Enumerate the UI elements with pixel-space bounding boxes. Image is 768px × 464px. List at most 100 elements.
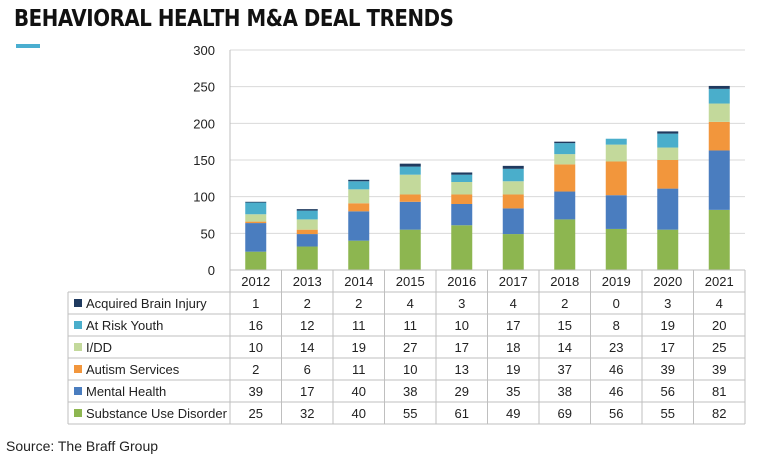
bar-segment — [399, 174, 421, 195]
bar-segment — [605, 228, 627, 270]
legend-label: At Risk Youth — [86, 318, 163, 333]
data-label: 14 — [558, 340, 572, 355]
bar-segment — [502, 181, 524, 195]
legend-swatch — [74, 387, 82, 395]
legend-label: Autism Services — [86, 362, 180, 377]
data-label: 6 — [304, 362, 311, 377]
bar-segment — [708, 150, 730, 210]
legend-label: Substance Use Disorder — [86, 406, 228, 421]
data-label: 4 — [510, 296, 517, 311]
bar-segment — [605, 144, 627, 162]
bar-segment — [657, 229, 679, 270]
data-label: 81 — [712, 384, 726, 399]
data-label: 49 — [506, 406, 520, 421]
data-label: 32 — [300, 406, 314, 421]
bar-segment — [502, 208, 524, 235]
data-label: 35 — [506, 384, 520, 399]
bar-segment — [657, 133, 679, 148]
data-label: 12 — [300, 318, 314, 333]
data-label: 11 — [352, 362, 366, 377]
chart-title: BEHAVIORAL HEALTH M&A DEAL TRENDS — [14, 6, 454, 32]
data-label: 17 — [661, 340, 675, 355]
bar-segment — [657, 147, 679, 160]
bar-segment — [399, 194, 421, 202]
bar-segment — [554, 164, 576, 192]
data-label: 0 — [613, 296, 620, 311]
bar-segment — [451, 225, 473, 270]
data-label: 10 — [249, 340, 263, 355]
bar-segment — [708, 85, 730, 89]
data-label: 1 — [252, 296, 259, 311]
bar-segment — [657, 160, 679, 189]
x-tick-label: 2018 — [550, 274, 579, 289]
bar-segment — [296, 209, 318, 211]
source-note: Source: The Braff Group — [6, 438, 159, 454]
bar-segment — [708, 103, 730, 122]
y-tick-label: 0 — [208, 263, 215, 278]
x-tick-label: 2013 — [293, 274, 322, 289]
data-label: 38 — [558, 384, 572, 399]
bar-segment — [605, 138, 627, 145]
data-label: 17 — [506, 318, 520, 333]
data-label: 23 — [609, 340, 623, 355]
bar-segment — [502, 165, 524, 169]
bar-segment — [451, 194, 473, 204]
legend-label: Mental Health — [86, 384, 166, 399]
bar-segment — [554, 154, 576, 165]
bar-segment — [708, 88, 730, 104]
data-label: 25 — [249, 406, 263, 421]
x-tick-label: 2017 — [499, 274, 528, 289]
data-label: 2 — [355, 296, 362, 311]
bar-segment — [451, 174, 473, 182]
data-label: 25 — [712, 340, 726, 355]
bar-segment — [657, 188, 679, 230]
bar-segment — [245, 214, 267, 222]
bar-segment — [451, 182, 473, 195]
bar-segment — [554, 141, 576, 144]
bar-segment — [245, 223, 267, 252]
bar-segment — [296, 210, 318, 220]
bar-segment — [554, 219, 576, 270]
data-label: 4 — [716, 296, 723, 311]
data-label: 8 — [613, 318, 620, 333]
bar-segment — [399, 166, 421, 175]
bar-segment — [348, 240, 370, 270]
bar-segment — [451, 204, 473, 226]
bar-segment — [451, 172, 473, 175]
x-tick-label: 2012 — [241, 274, 270, 289]
data-label: 27 — [403, 340, 417, 355]
data-label: 39 — [712, 362, 726, 377]
data-label: 10 — [403, 362, 417, 377]
bar-segment — [399, 201, 421, 230]
data-label: 19 — [506, 362, 520, 377]
y-tick-label: 250 — [193, 80, 215, 95]
bars — [245, 85, 730, 270]
bar-segment — [348, 179, 370, 182]
bar-segment — [245, 251, 267, 270]
bar-segment — [245, 201, 267, 203]
legend-swatch — [74, 299, 82, 307]
data-table: 2012 2013 2014 2015 2016 2017 2018 2019 2020 2021… — [67, 269, 746, 425]
bar-segment — [502, 194, 524, 209]
bar-segment — [657, 131, 679, 134]
bar-segment — [296, 246, 318, 270]
bar-segment — [245, 221, 267, 224]
bar-segment — [348, 189, 370, 204]
bar-segment — [554, 191, 576, 220]
data-label: 19 — [661, 318, 675, 333]
data-label: 3 — [458, 296, 465, 311]
x-tick-label: 2021 — [705, 274, 734, 289]
data-label: 15 — [558, 318, 572, 333]
data-label: 11 — [352, 318, 366, 333]
y-tick-label: 300 — [193, 43, 215, 58]
data-label: 40 — [352, 384, 366, 399]
data-label: 3 — [664, 296, 671, 311]
bar-segment — [296, 229, 318, 235]
data-label: 29 — [455, 384, 469, 399]
bar-segment — [708, 121, 730, 151]
data-label: 69 — [558, 406, 572, 421]
data-label: 56 — [661, 384, 675, 399]
data-label: 55 — [403, 406, 417, 421]
data-label: 56 — [609, 406, 623, 421]
